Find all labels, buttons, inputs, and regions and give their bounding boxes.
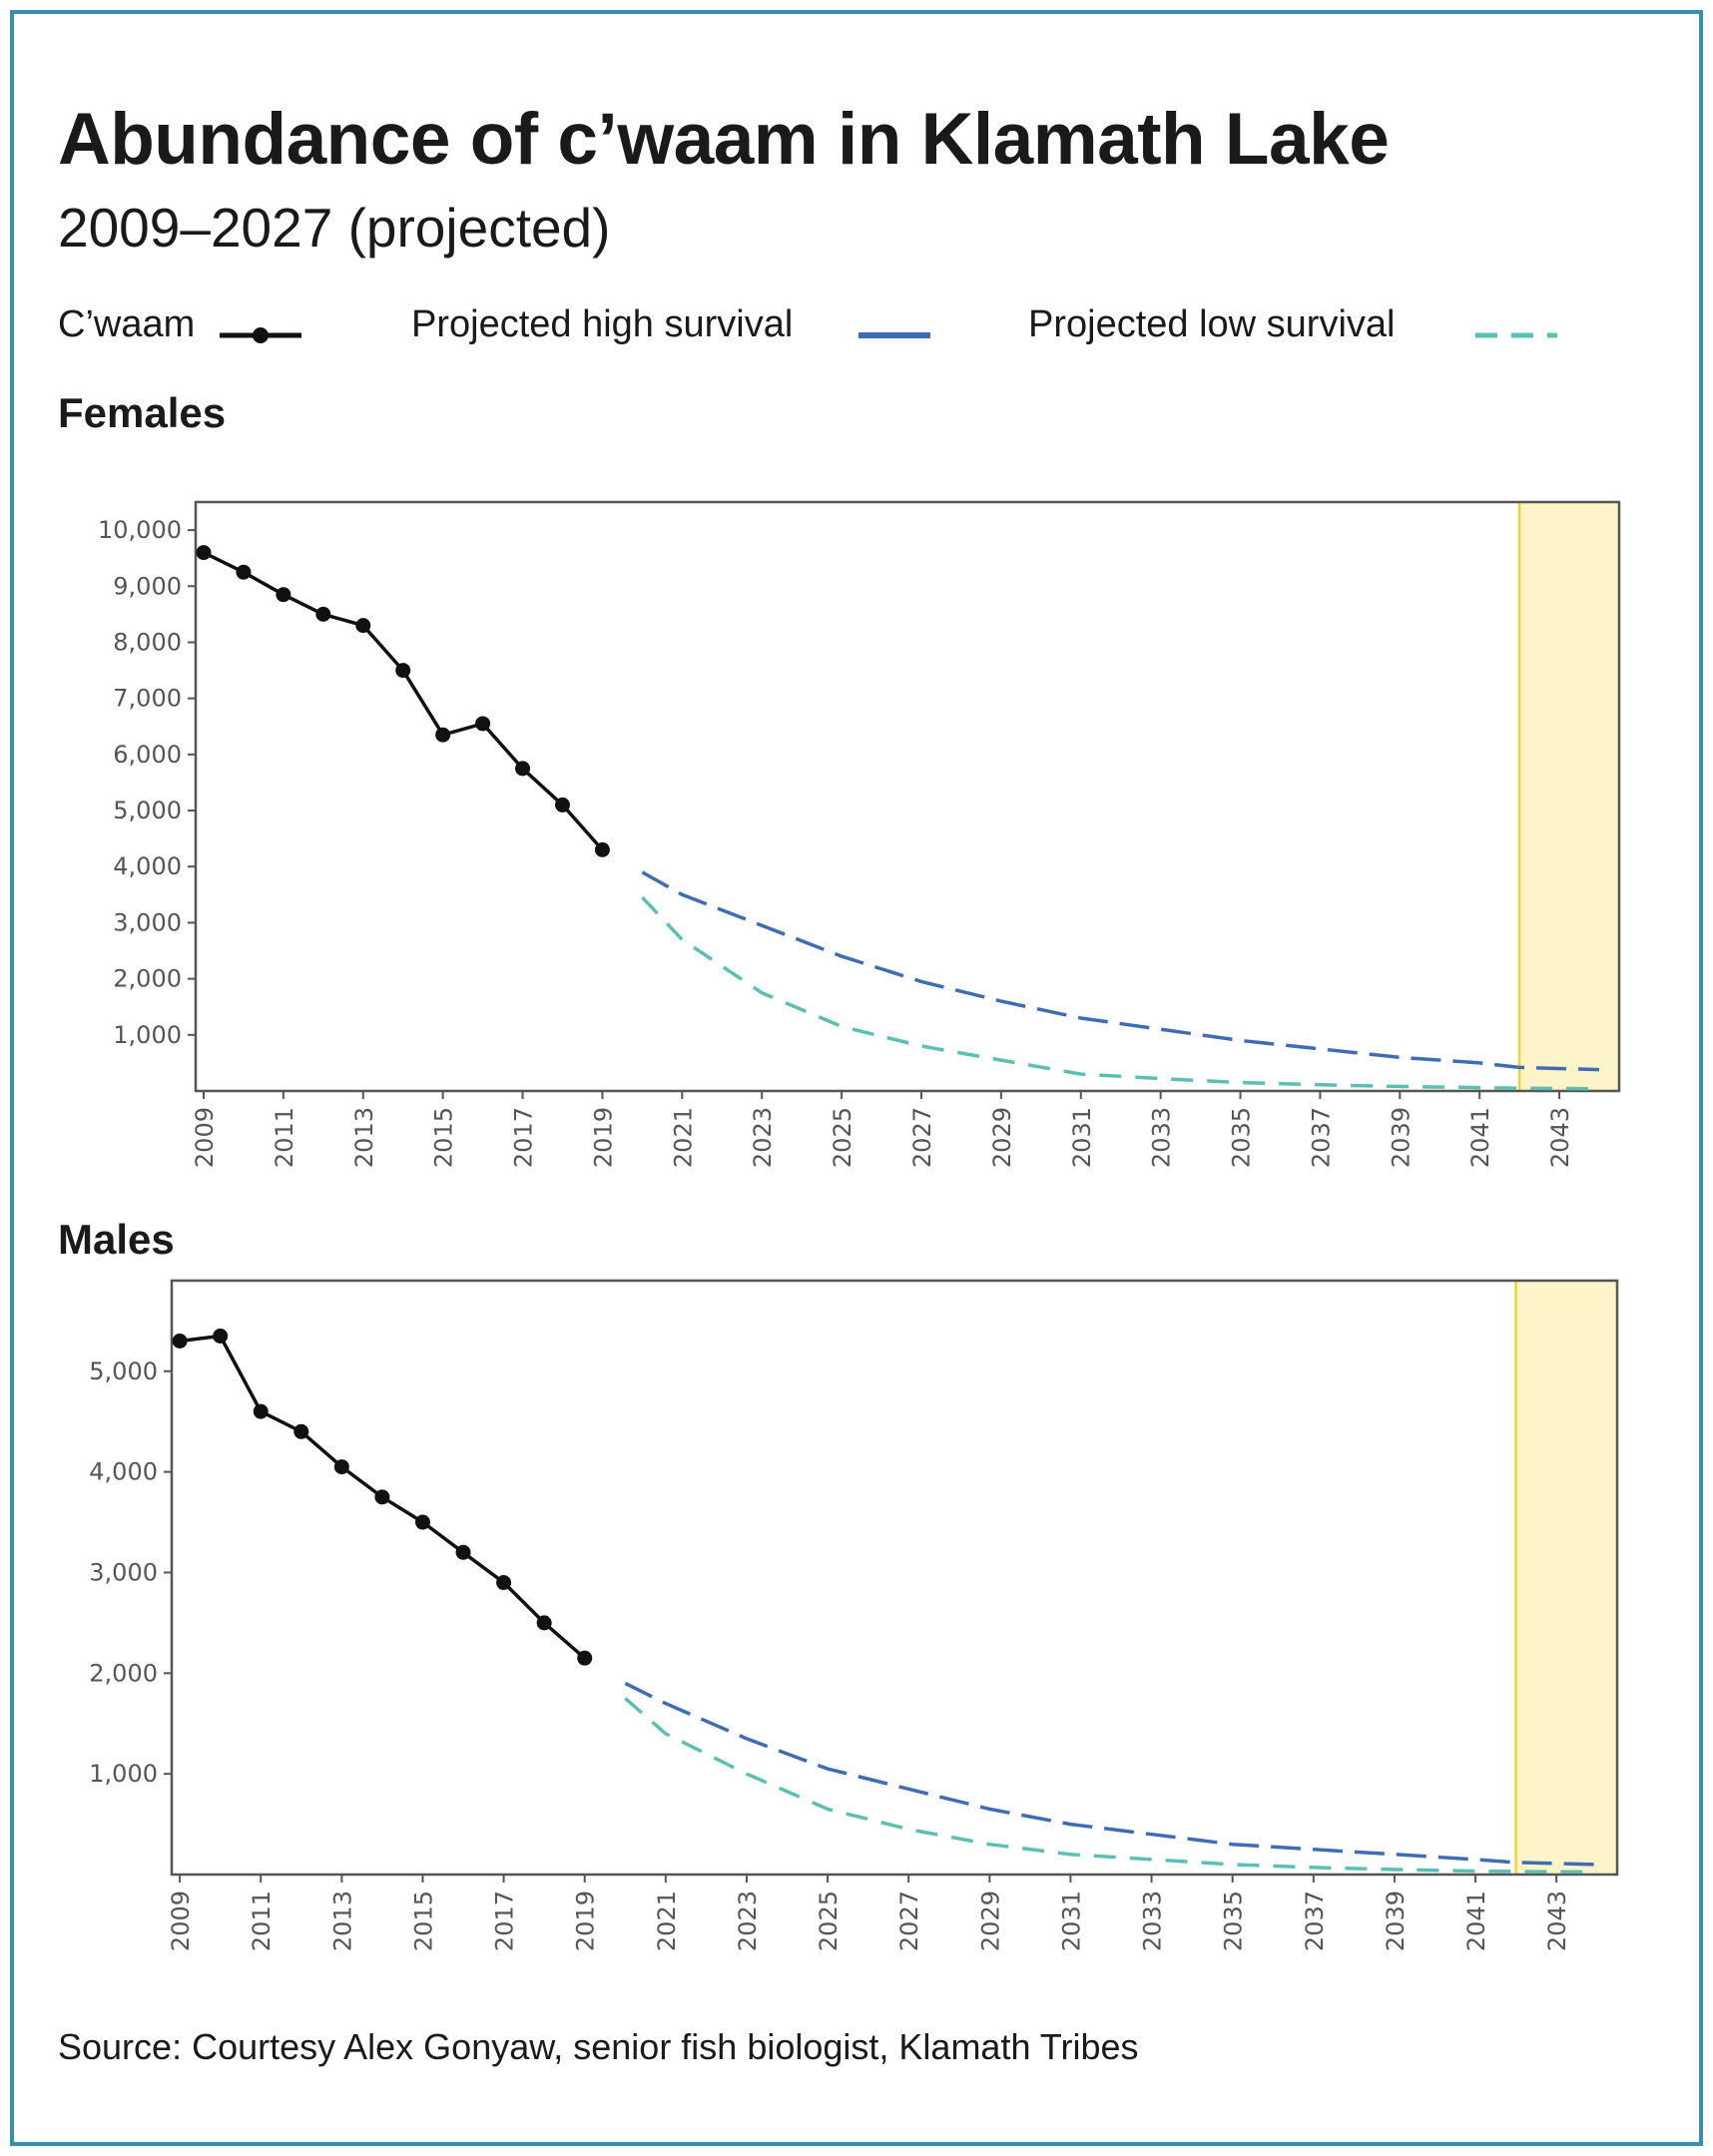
females-x-tick-label: 2043 [1546, 1107, 1574, 1168]
females-series-observed-point [475, 716, 491, 732]
females-x-tick-label: 2017 [510, 1107, 538, 1168]
males-x-tick-label: 2027 [895, 1890, 923, 1951]
females-x-tick-label: 2037 [1307, 1107, 1335, 1168]
legend-label-high: Projected high survival [411, 303, 794, 345]
females-series-observed-point [236, 564, 252, 580]
males-chart: 1,000 2,000 3,000 4,000 5,000 2009 2011 2013 201… [89, 1279, 1619, 1951]
females-x-tick-label: 2021 [669, 1107, 697, 1168]
males-series-observed-point [253, 1403, 269, 1419]
females-x-tick-label: 2015 [430, 1107, 458, 1168]
females-series-observed-point [435, 727, 451, 743]
males-x-tick-label: 2009 [167, 1890, 195, 1951]
males-y-tick-label: 3,000 [89, 1558, 158, 1586]
chart-title: Abundance of c’waam in Klamath Lake [58, 99, 1390, 180]
females-x-tick-label: 2009 [191, 1107, 219, 1168]
males-highlight-region [1515, 1281, 1617, 1875]
males-series-observed-point [536, 1615, 552, 1631]
males-series-observed-point [414, 1514, 430, 1530]
legend-swatch-low [1475, 332, 1557, 338]
females-x-tick-label: 2041 [1466, 1107, 1494, 1168]
females-x-tick-label: 2027 [908, 1107, 936, 1168]
males-x-tick-label: 2037 [1301, 1890, 1329, 1951]
males-x-tick-label: 2031 [1057, 1890, 1085, 1951]
males-series-observed-point [333, 1459, 349, 1475]
females-series-observed-point [594, 841, 610, 857]
females-series-observed-point [196, 545, 212, 561]
legend-swatch-observed [220, 327, 301, 343]
females-y-tick-label: 8,000 [113, 628, 182, 656]
panel-title-males: Males [58, 1216, 175, 1263]
females-x-tick-label: 2033 [1148, 1107, 1176, 1168]
females-x-tick-label: 2023 [749, 1107, 777, 1168]
figure-frame [10, 10, 1703, 2146]
panel-title-females: Females [58, 389, 227, 436]
females-y-tick-label: 10,000 [98, 516, 182, 544]
females-y-tick-label: 5,000 [113, 797, 182, 824]
males-series-observed-point [293, 1423, 309, 1439]
males-x-tick-label: 2039 [1382, 1890, 1410, 1951]
males-y-tick-label: 4,000 [89, 1458, 158, 1486]
females-x-tick-label: 2029 [988, 1107, 1016, 1168]
males-y-tick-label: 5,000 [89, 1357, 158, 1385]
females-x-tick-label: 2035 [1228, 1107, 1256, 1168]
females-series-low-survival-line [641, 895, 1600, 1091]
males-series-observed-point [577, 1650, 593, 1666]
source-note: Source: Courtesy Alex Gonyaw, senior fis… [58, 2026, 1139, 2067]
females-series-observed-point [554, 797, 570, 812]
males-series-high-survival-line [624, 1681, 1597, 1867]
females-series-observed-point [395, 663, 411, 679]
females-x-tick-label: 2019 [589, 1107, 617, 1168]
females-chart: 1,000 2,000 3,000 4,000 5,000 6,000 7,000 8,000… [98, 500, 1621, 1168]
legend-swatch-high [858, 332, 930, 338]
females-y-tick-label: 3,000 [113, 908, 182, 936]
males-y-tick-label: 2,000 [89, 1659, 158, 1687]
males-x-tick-label: 2015 [409, 1890, 437, 1951]
females-x-tick-label: 2011 [271, 1107, 298, 1168]
females-y-tick-label: 2,000 [113, 965, 182, 993]
females-highlight-region [1519, 502, 1619, 1091]
females-y-tick-label: 9,000 [113, 572, 182, 600]
females-y-tick-label: 1,000 [113, 1021, 182, 1049]
females-series-observed-point [276, 587, 291, 603]
males-x-tick-label: 2021 [653, 1890, 681, 1951]
females-series-observed-point [515, 761, 531, 777]
males-x-tick-label: 2035 [1220, 1890, 1248, 1951]
females-y-tick-label: 7,000 [113, 685, 182, 713]
males-x-tick-label: 2029 [976, 1890, 1004, 1951]
males-x-tick-label: 2023 [734, 1890, 762, 1951]
males-y-tick-label: 1,000 [89, 1760, 158, 1788]
females-series-high-survival-line [641, 870, 1600, 1072]
males-x-tick-label: 2013 [328, 1890, 356, 1951]
males-series-observed-point [455, 1544, 471, 1560]
males-x-tick-label: 2019 [572, 1890, 600, 1951]
males-x-tick-label: 2017 [491, 1890, 519, 1951]
males-series-low-survival-line [624, 1697, 1597, 1875]
males-series-observed-point [213, 1328, 229, 1344]
males-x-tick-label: 2011 [248, 1890, 276, 1951]
legend-label-low: Projected low survival [1028, 303, 1396, 345]
females-plot-frame [194, 500, 1621, 1093]
females-series-observed-point [355, 618, 371, 634]
males-x-tick-label: 2025 [815, 1890, 843, 1951]
females-y-tick-label: 4,000 [113, 852, 182, 880]
chart-subtitle: 2009–2027 (projected) [58, 197, 611, 259]
females-x-tick-label: 2025 [829, 1107, 856, 1168]
females-x-tick-label: 2039 [1387, 1107, 1415, 1168]
females-x-tick-label: 2013 [350, 1107, 378, 1168]
males-series-observed-point [496, 1575, 512, 1591]
males-x-tick-label: 2043 [1543, 1890, 1571, 1951]
females-series-observed-point [315, 606, 331, 622]
males-x-tick-label: 2033 [1139, 1890, 1167, 1951]
males-series-observed-point [374, 1489, 390, 1505]
males-x-tick-label: 2041 [1462, 1890, 1490, 1951]
females-x-tick-label: 2031 [1068, 1107, 1096, 1168]
males-plot-frame [170, 1279, 1619, 1877]
males-series-observed-point [172, 1334, 188, 1349]
females-y-tick-label: 6,000 [113, 741, 182, 769]
legend-label-observed: C’waam [58, 303, 196, 345]
